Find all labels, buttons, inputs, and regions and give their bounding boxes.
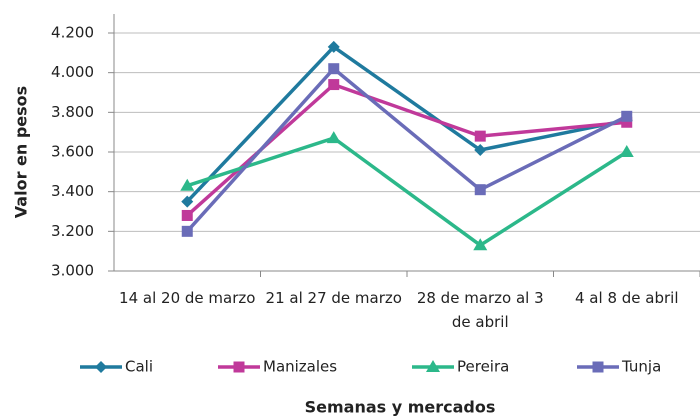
data-point	[474, 144, 487, 157]
y-tick-label: 3.800	[51, 103, 94, 121]
data-point	[181, 225, 193, 237]
data-point	[181, 209, 193, 221]
data-point	[328, 63, 340, 75]
y-tick-label: 4.200	[51, 24, 94, 42]
series-line	[186, 136, 628, 248]
data-point	[181, 195, 194, 208]
series-line	[185, 66, 628, 233]
legend-marker	[95, 361, 107, 373]
series-line	[185, 44, 628, 203]
data-point	[328, 79, 340, 91]
legend-marker	[426, 360, 440, 372]
data-point	[474, 184, 486, 196]
legend-label: Manizales	[263, 358, 337, 376]
x-tick-label: 28 de marzo al 3 de abril	[416, 289, 544, 331]
legend-marker	[233, 361, 245, 373]
data-point	[474, 130, 486, 142]
x-axis-title: Semanas y mercados	[305, 398, 496, 417]
y-tick-label: 3.000	[51, 262, 94, 280]
data-point	[619, 145, 634, 157]
data-point	[621, 110, 633, 122]
legend-label: Cali	[125, 358, 153, 376]
data-point	[327, 40, 340, 53]
y-axis-title: Valor en pesos	[12, 86, 31, 218]
x-tick-label: 4 al 8 de abril	[575, 289, 679, 307]
data-point	[326, 131, 341, 144]
legend-label: Tunja	[621, 358, 661, 376]
x-tick-label: 21 al 27 de marzo	[265, 289, 402, 307]
x-tick-label: 14 al 20 de marzo	[119, 289, 256, 307]
y-tick-label: 4.000	[51, 63, 94, 81]
y-tick-label: 3.200	[51, 222, 94, 240]
data-point	[473, 238, 488, 251]
legend-label: Pereira	[457, 358, 509, 376]
y-tick-label: 3.400	[51, 182, 94, 200]
data-point	[621, 116, 633, 128]
legend-marker	[592, 361, 604, 373]
data-point	[180, 178, 195, 191]
y-tick-label: 3.600	[51, 143, 94, 161]
